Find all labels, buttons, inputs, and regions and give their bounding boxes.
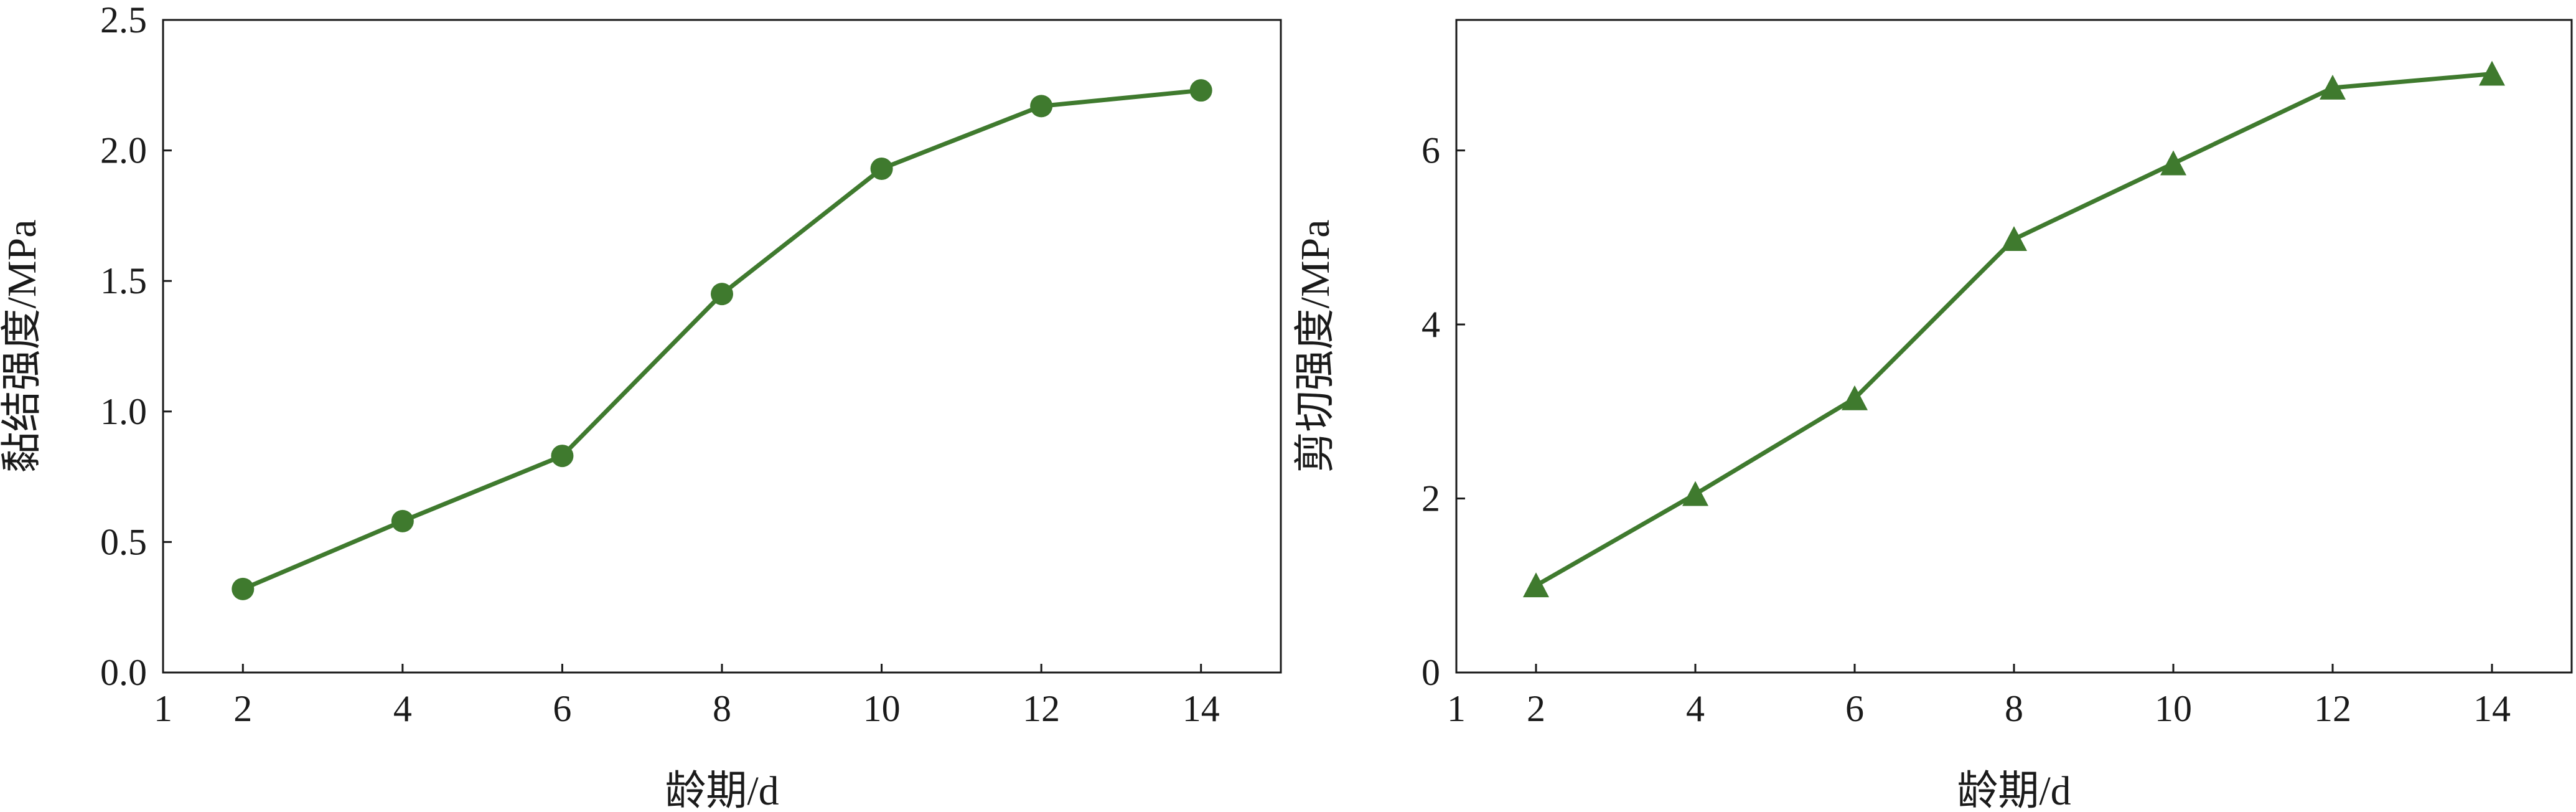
y-tick-label: 6	[1421, 130, 1440, 171]
x-tick-label: 2	[233, 688, 252, 729]
y-axis-title: 黏结强度/MPa	[0, 219, 45, 473]
y-tick-label: 0	[1421, 652, 1440, 693]
y-tick-label: 0.5	[100, 521, 147, 562]
data-point	[2160, 150, 2186, 176]
x-tick-label: 14	[2473, 688, 2511, 729]
y-tick-label: 2	[1421, 478, 1440, 519]
data-point	[1189, 79, 1212, 102]
data-point	[711, 283, 733, 306]
data-point	[391, 509, 414, 532]
series-line	[241, 88, 1202, 592]
x-tick-label: 4	[393, 688, 412, 729]
y-tick-label: 1.5	[100, 260, 147, 301]
data-point	[1842, 385, 1868, 410]
x-tick-label: 14	[1183, 688, 1220, 729]
chart-panel-1: 0.00.51.01.52.02.51 2 4 6 8 10 12 14龄期/d黏结强度/MP…	[0, 0, 1282, 812]
y-tick-label: 1.0	[100, 391, 147, 432]
series-line	[1535, 72, 2493, 588]
x-tick-label: 6	[1845, 688, 1864, 729]
data-point	[232, 577, 255, 600]
data-point	[2479, 60, 2505, 86]
data-point	[1523, 572, 1549, 598]
data-point	[870, 157, 893, 180]
x-tick-label: 2	[1527, 688, 1545, 729]
x-tick-label: 12	[1023, 688, 1060, 729]
x-tick-label: 10	[863, 688, 901, 729]
x-tick-label: 6	[553, 688, 571, 729]
y-tick-label: 0.0	[100, 652, 147, 693]
data-point	[1030, 95, 1053, 118]
data-point	[1682, 481, 1708, 506]
x-tick-label: 8	[713, 688, 731, 729]
x-tick-label: 10	[2155, 688, 2192, 729]
y-tick-label: 2.5	[100, 0, 147, 40]
y-axis-title: 剪切强度/MPa	[1293, 219, 1338, 473]
x-tick-label: 4	[1686, 688, 1705, 729]
x-axis-title: 龄期/d	[1957, 768, 2071, 812]
plot-frame	[1455, 19, 2573, 674]
x-tick-label: 8	[2005, 688, 2023, 729]
data-point	[551, 445, 574, 468]
x-tick-label: 1	[1447, 688, 1466, 729]
x-axis-title: 龄期/d	[665, 768, 779, 812]
y-tick-label: 4	[1421, 304, 1440, 345]
data-point	[2320, 74, 2346, 100]
data-point	[2001, 226, 2027, 252]
x-tick-label: 1	[154, 688, 172, 729]
plot-frame	[162, 19, 1282, 674]
x-tick-label: 12	[2314, 688, 2351, 729]
y-tick-label: 2.0	[100, 130, 147, 171]
